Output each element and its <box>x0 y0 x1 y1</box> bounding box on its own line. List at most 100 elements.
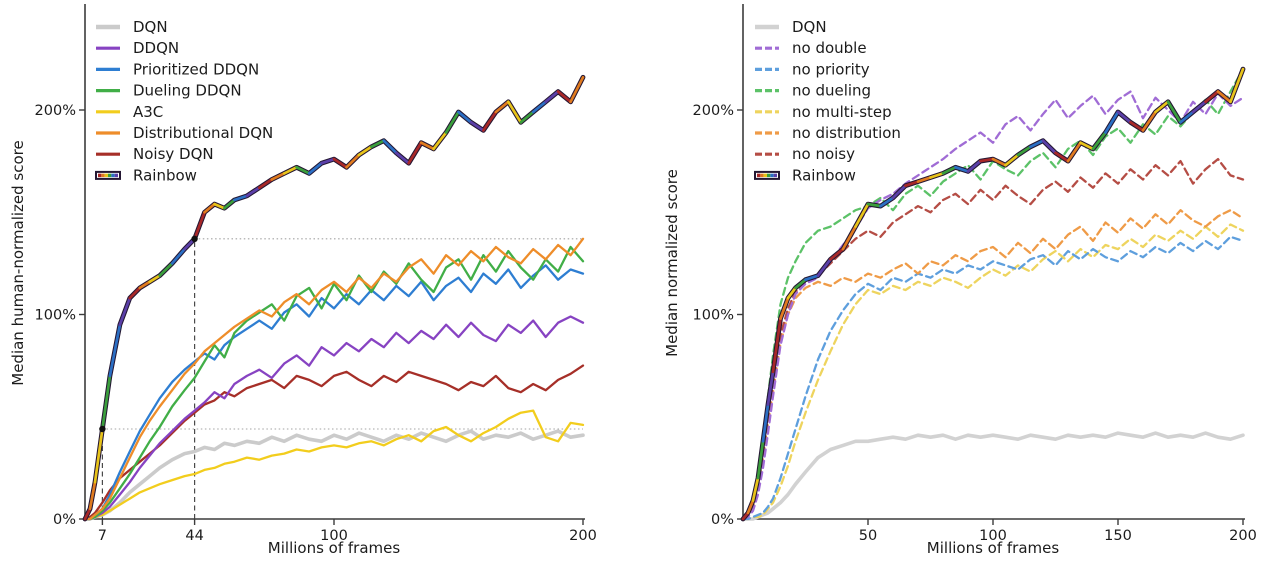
rainbow-segment-13 <box>203 202 216 214</box>
series-line-no-double <box>741 90 1245 521</box>
legend-label-no-double: no double <box>792 39 867 57</box>
rainbow-segment-29 <box>394 151 411 165</box>
left-y-tick-label-200: 200% <box>35 103 76 119</box>
legend-item-no-noisy: no noisy <box>755 145 855 163</box>
legend-swatch-rainbow-border <box>754 170 780 180</box>
rainbow-segment-1 <box>88 480 97 511</box>
series-line-no-multi-step <box>741 223 1245 521</box>
rainbow-segment-7 <box>779 296 790 320</box>
rainbow-segment-26 <box>1004 153 1020 167</box>
legend-label-dqn: DQN <box>133 18 168 36</box>
rainbow-segment-34 <box>457 110 473 124</box>
rainbow-segment-27 <box>1016 145 1032 157</box>
rainbow-segment-18 <box>904 180 920 188</box>
right-y-tick-label-0: 0% <box>711 512 734 528</box>
rainbow-segment-21 <box>295 165 311 175</box>
legend-swatch-rainbow-border <box>95 170 121 180</box>
left-marker-dot-1 <box>191 235 198 242</box>
series-line-rainbow <box>740 66 1246 522</box>
rainbow-segment-35 <box>1116 110 1132 124</box>
series-line-noisy-dqn <box>83 364 585 521</box>
rainbow-segment-6 <box>128 286 142 300</box>
legend-item-distributional-dqn: Distributional DQN <box>96 124 273 142</box>
series-line-no-noisy <box>741 157 1245 521</box>
rainbow-segment-5 <box>118 296 132 327</box>
rainbow-segment-29 <box>1041 139 1057 155</box>
legend-item-no-priority: no priority <box>755 60 870 78</box>
right-y-tick-label-200: 200% <box>693 103 734 119</box>
legend-label-rainbow: Rainbow <box>792 166 856 184</box>
legend-label-no-priority: no priority <box>792 60 870 78</box>
rainbow-segment-36 <box>1129 120 1145 132</box>
legend-label-prioritized-ddqn: Prioritized DDQN <box>133 60 259 78</box>
legend-item-rainbow: Rainbow <box>754 166 856 184</box>
legend-item-dueling-ddqn: Dueling DDQN <box>96 82 242 100</box>
rainbow-segment-44 <box>1229 67 1245 104</box>
rainbow-segment-22 <box>307 161 323 175</box>
legend-item-no-double: no double <box>755 39 867 57</box>
series-line-rainbow <box>82 74 586 522</box>
rainbow-segment-30 <box>1054 151 1070 163</box>
rainbow-segment-17 <box>891 184 907 200</box>
series-line-dqn <box>741 431 1245 521</box>
left-x-tick-label-200: 200 <box>569 528 597 544</box>
left-x-tick-label-7: 7 <box>98 528 107 544</box>
rainbow-segment-39 <box>519 110 535 124</box>
series-line-dqn <box>83 429 585 521</box>
rainbow-segment-22 <box>954 165 970 173</box>
rainbow-segment-32 <box>1079 141 1095 151</box>
rainbow-segment-8 <box>148 274 162 284</box>
legend-label-no-distribution: no distribution <box>792 124 901 142</box>
rainbow-segment-0 <box>83 507 92 521</box>
rainbow-segment-12 <box>193 210 206 241</box>
legend-item-dqn: DQN <box>755 18 827 36</box>
series-line-ddqn <box>83 315 585 521</box>
rainbow-segment-43 <box>569 75 585 104</box>
rainbow-segment-9 <box>158 262 174 277</box>
rainbow-segment-34 <box>1104 110 1120 134</box>
legend-item-no-distribution: no distribution <box>755 124 901 142</box>
series-line-prioritized-ddqn <box>83 264 585 521</box>
left-y-tick-label-100: 100% <box>35 308 76 324</box>
legend-item-noisy-dqn: Noisy DQN <box>96 145 214 163</box>
legend-item-no-multi-step: no multi-step <box>755 103 892 121</box>
rainbow-segment-37 <box>1141 110 1157 132</box>
rainbow-segment-15 <box>223 198 236 210</box>
rainbow-segment-21 <box>941 165 957 175</box>
legend-item-ddqn: DDQN <box>96 39 179 57</box>
rainbow-segment-35 <box>469 120 485 132</box>
rainbow-segment-3 <box>101 374 112 431</box>
legend-item-dqn: DQN <box>96 18 168 36</box>
legend-item-prioritized-ddqn: Prioritized DDQN <box>96 60 259 78</box>
rainbow-segment-38 <box>1154 100 1170 114</box>
rainbow-segment-12 <box>829 247 845 261</box>
rainbow-segment-10 <box>804 274 820 282</box>
right-x-tick-label-150: 150 <box>1104 528 1132 544</box>
rainbow-segment-40 <box>531 100 548 114</box>
rainbow-segment-25 <box>991 157 1007 167</box>
rainbow-segment-14 <box>854 202 870 228</box>
left-legend: DQN DDQN Prioritized DDQN Dueling DDQN A3C Di… <box>95 18 273 184</box>
right-x-tick-label-100: 100 <box>979 528 1007 544</box>
rainbow-segment-40 <box>1179 110 1195 124</box>
rainbow-segment-7 <box>138 280 152 290</box>
left-x-tick-label-44: 44 <box>185 528 203 544</box>
rainbow-segment-28 <box>1029 139 1045 149</box>
legend-item-no-dueling: no dueling <box>755 82 871 100</box>
rainbow-segment-19 <box>270 172 286 181</box>
rainbow-segment-32 <box>432 131 448 151</box>
rainbow-segment-1 <box>746 499 755 515</box>
legend-item-a3c: A3C <box>96 103 163 121</box>
rainbow-segment-4 <box>108 323 122 378</box>
left-x-tick-label-100: 100 <box>320 528 348 544</box>
legend-label-a3c: A3C <box>133 103 163 121</box>
rainbow-segment-36 <box>482 110 498 132</box>
rainbow-segment-30 <box>407 141 423 165</box>
rainbow-segment-2 <box>93 427 104 484</box>
legend-item-rainbow: Rainbow <box>95 166 197 184</box>
rainbow-outline <box>82 74 586 522</box>
legend-label-no-dueling: no dueling <box>792 82 871 100</box>
right-x-tick-label-50: 50 <box>859 528 877 544</box>
